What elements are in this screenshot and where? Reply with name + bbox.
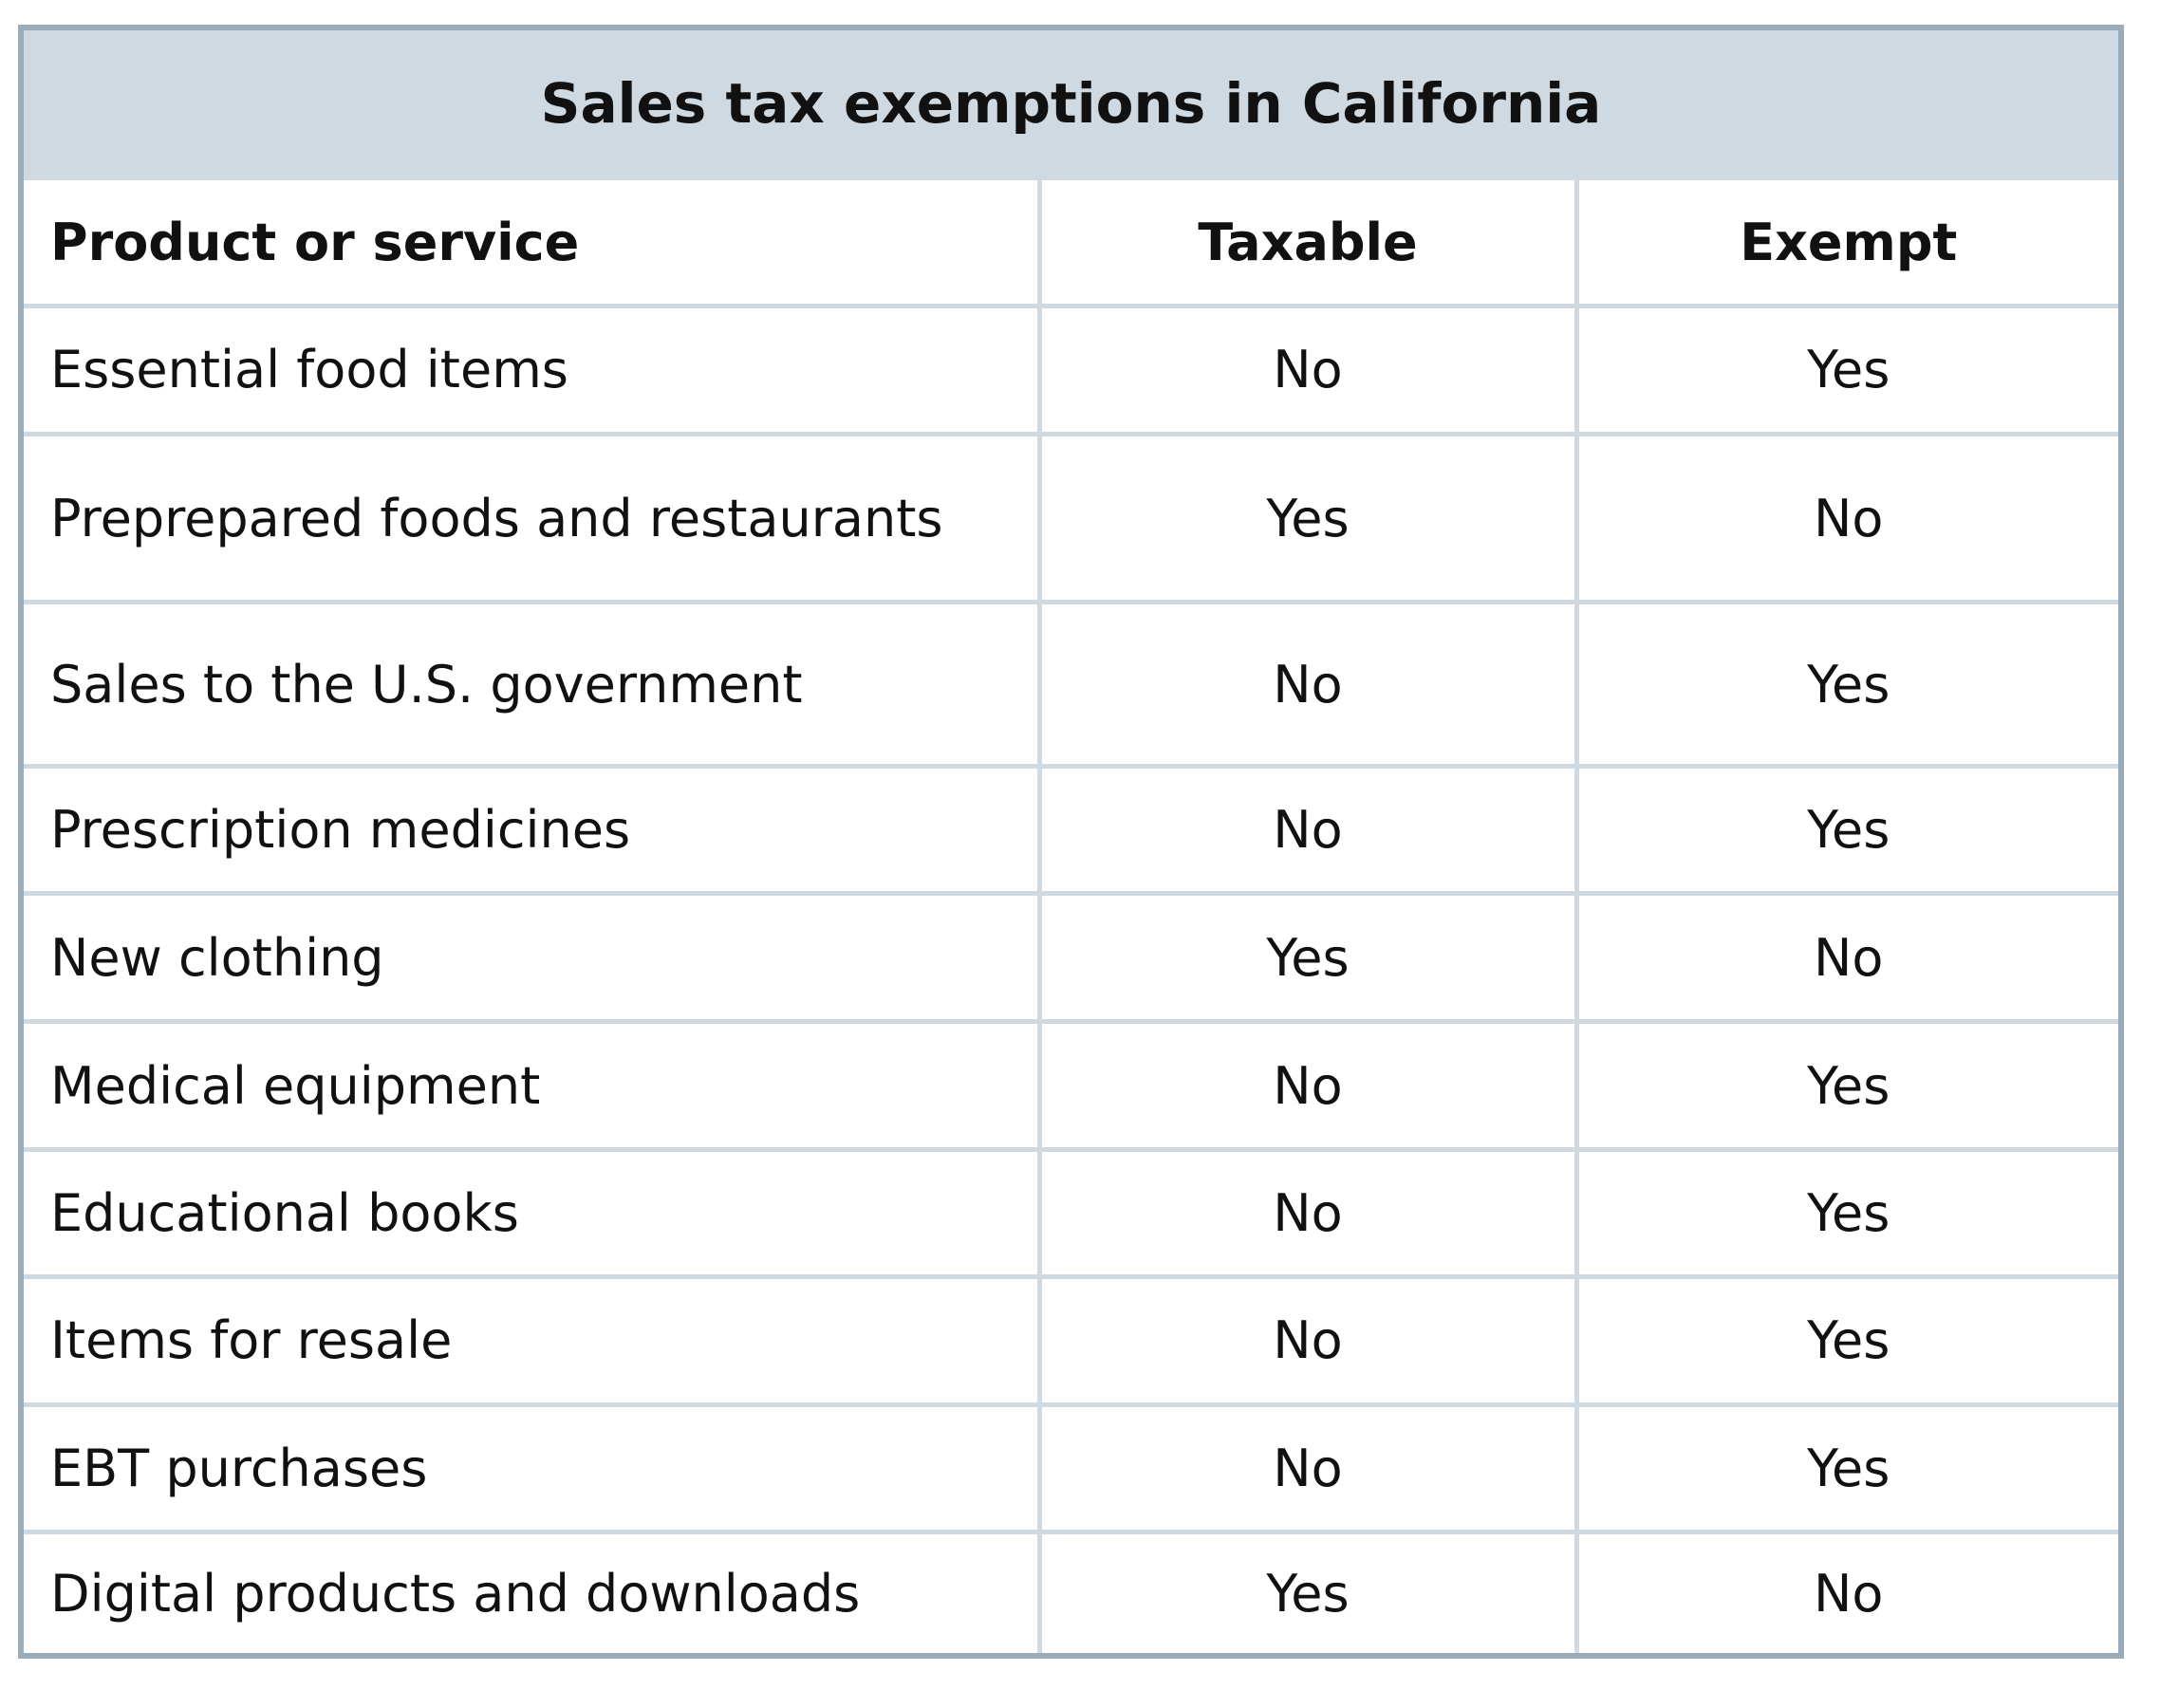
- product-cell: Digital products and downloads: [24, 1529, 1042, 1653]
- sales-tax-table: Sales tax exemptions in California Produ…: [24, 30, 2118, 1653]
- product-cell: Medical equipment: [24, 1019, 1042, 1153]
- product-cell: Preprepared foods and restaurants: [24, 431, 1042, 605]
- exempt-cell: Yes: [1573, 304, 2118, 436]
- sales-tax-table-container: Sales tax exemptions in California Produ…: [18, 25, 2124, 1659]
- column-header-taxable: Taxable: [1036, 176, 1579, 308]
- table-row: Medical equipment No Yes: [24, 1019, 2118, 1153]
- product-cell: EBT purchases: [24, 1402, 1042, 1534]
- taxable-cell: No: [1036, 304, 1579, 436]
- exempt-cell: No: [1573, 431, 2118, 605]
- exempt-cell: Yes: [1573, 600, 2118, 770]
- table-row: EBT purchases No Yes: [24, 1402, 2118, 1534]
- table-row: Essential food items No Yes: [24, 304, 2118, 436]
- taxable-cell: Yes: [1036, 1529, 1579, 1653]
- exempt-cell: Yes: [1573, 1147, 2118, 1279]
- table-row: Educational books No Yes: [24, 1147, 2118, 1279]
- product-cell: Essential food items: [24, 304, 1042, 436]
- exempt-cell: Yes: [1573, 764, 2118, 896]
- column-header-product: Product or service: [24, 176, 1042, 308]
- taxable-cell: No: [1036, 1402, 1579, 1534]
- exempt-cell: Yes: [1573, 1273, 2118, 1408]
- table-row: Digital products and downloads Yes No: [24, 1529, 2118, 1653]
- product-cell: Items for resale: [24, 1273, 1042, 1408]
- product-cell: New clothing: [24, 890, 1042, 1025]
- exempt-cell: No: [1573, 890, 2118, 1025]
- taxable-cell: No: [1036, 1147, 1579, 1279]
- taxable-cell: No: [1036, 764, 1579, 896]
- table-row: Sales to the U.S. government No Yes: [24, 600, 2118, 770]
- product-cell: Sales to the U.S. government: [24, 600, 1042, 770]
- table-row: Prescription medicines No Yes: [24, 764, 2118, 896]
- column-header-row: Product or service Taxable Exempt: [24, 176, 2118, 308]
- taxable-cell: No: [1036, 1273, 1579, 1408]
- table-row: Preprepared foods and restaurants Yes No: [24, 431, 2118, 605]
- taxable-cell: No: [1036, 1019, 1579, 1153]
- exempt-cell: Yes: [1573, 1402, 2118, 1534]
- taxable-cell: Yes: [1036, 431, 1579, 605]
- taxable-cell: Yes: [1036, 890, 1579, 1025]
- taxable-cell: No: [1036, 600, 1579, 770]
- table-row: Items for resale No Yes: [24, 1273, 2118, 1408]
- table-row: New clothing Yes No: [24, 890, 2118, 1025]
- table-title: Sales tax exemptions in California: [24, 30, 2118, 180]
- product-cell: Educational books: [24, 1147, 1042, 1279]
- exempt-cell: Yes: [1573, 1019, 2118, 1153]
- column-header-exempt: Exempt: [1573, 176, 2118, 308]
- product-cell: Prescription medicines: [24, 764, 1042, 896]
- exempt-cell: No: [1573, 1529, 2118, 1653]
